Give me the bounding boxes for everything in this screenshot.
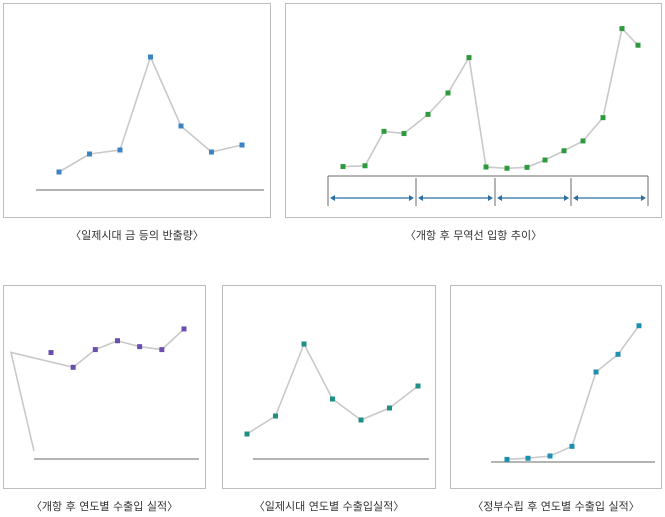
era-label-bg	[590, 199, 628, 211]
era-arrow-head-left	[418, 195, 423, 201]
data-point	[178, 123, 184, 129]
caption-government-trade: 〈정부수립 후 연도별 수출입 실적〉	[472, 500, 640, 513]
era-label-bg	[514, 199, 552, 211]
era-arrow-head-right	[488, 195, 493, 201]
data-point	[425, 111, 431, 117]
series-line	[342, 26, 639, 170]
data-point	[48, 350, 54, 356]
era-arrow-head-left	[497, 195, 502, 201]
data-point	[561, 148, 567, 154]
era-arrow-head-right	[409, 195, 414, 201]
data-point	[87, 151, 92, 157]
data-point	[600, 115, 606, 121]
era-arrow-head-right	[641, 195, 646, 201]
data-point	[301, 341, 307, 347]
data-point	[239, 142, 245, 148]
data-point	[547, 453, 553, 459]
chart-gold-export	[36, 54, 264, 191]
data-point	[580, 138, 586, 144]
data-point	[615, 351, 621, 357]
panel-gold-export	[3, 3, 271, 218]
era-arrow-head-left	[330, 195, 335, 201]
panel-colonial-trade	[222, 285, 436, 489]
chart-opening-trade	[9, 326, 199, 460]
data-point	[209, 149, 214, 155]
data-point	[70, 364, 76, 370]
data-point	[340, 164, 346, 170]
data-point	[466, 55, 472, 61]
era-arrow-head-right	[564, 195, 569, 201]
data-point	[542, 157, 548, 163]
data-point	[636, 323, 642, 329]
data-point	[635, 42, 641, 48]
data-point	[445, 90, 451, 96]
data-point	[401, 131, 407, 137]
data-point	[181, 326, 187, 332]
data-point	[115, 338, 120, 344]
data-point	[524, 164, 530, 170]
data-point	[358, 417, 364, 423]
data-point	[159, 347, 165, 353]
chart-trade-ships	[327, 26, 649, 211]
data-point	[273, 413, 278, 419]
data-point	[504, 456, 510, 462]
panel-government-trade	[450, 285, 662, 489]
data-point	[137, 344, 143, 350]
data-point	[525, 455, 531, 461]
data-point	[387, 405, 392, 411]
series-line	[506, 325, 640, 461]
era-label-bg	[353, 199, 391, 211]
chart-colonial-trade	[244, 341, 429, 460]
data-point	[148, 54, 153, 60]
data-point	[92, 347, 98, 353]
caption-colonial-trade: 〈일제시대 연도별 수출입실적〉	[253, 500, 405, 513]
era-arrow-head-left	[573, 195, 578, 201]
data-point	[117, 147, 123, 153]
data-point	[362, 163, 368, 169]
data-point	[381, 128, 387, 134]
data-point	[619, 26, 625, 32]
series-line	[9, 328, 185, 452]
caption-gold-export: 〈일제시대 금 등의 반출량〉	[70, 229, 204, 242]
data-point	[415, 383, 421, 389]
series-line	[246, 342, 419, 435]
data-point	[483, 164, 489, 170]
caption-trade-ships: 〈개항 후 무역선 입항 추이〉	[404, 229, 543, 242]
era-label-bg	[436, 199, 474, 211]
chart-government-trade	[491, 323, 655, 463]
series-line	[58, 54, 243, 173]
data-point	[569, 443, 575, 449]
data-point	[593, 369, 599, 375]
data-point	[56, 169, 62, 175]
data-point	[330, 396, 335, 402]
data-point	[504, 165, 510, 171]
panel-trade-ships	[285, 3, 662, 218]
caption-opening-trade: 〈개항 후 연도별 수출입 실적〉	[30, 500, 179, 513]
data-point	[244, 431, 250, 437]
panel-opening-trade	[3, 285, 206, 489]
